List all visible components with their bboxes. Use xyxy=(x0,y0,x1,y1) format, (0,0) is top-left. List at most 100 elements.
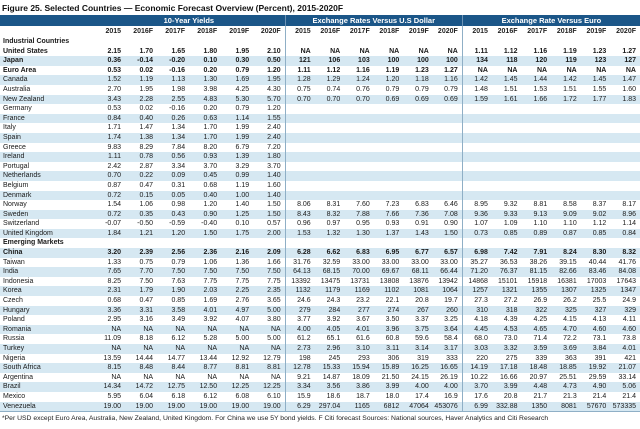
value-cell: 0.69 xyxy=(403,94,433,105)
value-cell: 8.20 xyxy=(203,143,218,151)
value-cell: 1.07 xyxy=(461,219,492,229)
value-cell xyxy=(491,113,522,124)
value-cell: NA xyxy=(239,373,250,381)
value-cell: 82.66 xyxy=(551,267,581,277)
value-cell xyxy=(610,113,640,124)
value-cell: 1.50 xyxy=(267,201,281,209)
value-cell: 21.4 xyxy=(592,392,607,400)
value-cell xyxy=(610,132,640,143)
table-row: Romania NA NA NA NA NA NA 4.00 4.05 4.01 3.96 3.75 3… xyxy=(0,324,640,335)
value-cell xyxy=(610,143,640,153)
country-cell: Mexico xyxy=(3,392,26,400)
value-cell: 0.26 xyxy=(157,113,190,124)
value-cell: 1.12 xyxy=(326,66,341,74)
value-cell: 0.97 xyxy=(326,220,341,228)
value-cell: 421 xyxy=(624,354,636,362)
value-cell: -0.14 xyxy=(125,56,158,66)
value-cell: NA xyxy=(143,373,154,381)
value-cell: NA xyxy=(207,373,218,381)
value-cell: NA xyxy=(330,47,341,55)
value-cell: 1325 xyxy=(580,286,611,297)
table-row: South Africa 8.15 8.48 8.44 8.77 8.81 8.81 12.7… xyxy=(0,363,640,373)
value-cell: 2.28 xyxy=(125,94,158,105)
empty-cell xyxy=(253,238,285,248)
value-cell: 318 xyxy=(491,305,522,316)
table-row: Argentina NA NA NA NA NA NA 9.21 14.87 18.09 21.50… xyxy=(0,372,640,383)
value-cell: 0.90 xyxy=(444,220,458,228)
value-cell: 13475 xyxy=(320,277,341,285)
value-cell xyxy=(344,162,374,172)
country-cell: Greece xyxy=(3,143,26,151)
value-cell: 2.15 xyxy=(107,47,122,55)
value-cell xyxy=(344,181,374,191)
value-cell: 19.92 xyxy=(580,363,611,373)
table-row: Norway 1.54 1.06 0.98 1.20 1.40 1.50 8.06 8.31 7.… xyxy=(0,200,640,210)
value-cell: 8.24 xyxy=(551,248,581,258)
value-cell: 5.06 xyxy=(610,382,640,392)
value-cell: 6.57 xyxy=(432,248,463,258)
value-cell: 25.51 xyxy=(559,373,577,381)
value-cell: 5.28 xyxy=(203,335,218,343)
value-cell: 0.69 xyxy=(432,94,463,105)
value-cell: 2.70 xyxy=(107,85,122,93)
value-cell: 0.84 xyxy=(93,113,126,124)
value-cell: 1081 xyxy=(403,286,433,297)
value-cell: 327 xyxy=(580,305,611,316)
value-cell: 7.63 xyxy=(171,277,186,285)
value-cell: 60.8 xyxy=(385,335,400,343)
value-cell: 3.99 xyxy=(491,382,522,392)
value-cell xyxy=(373,132,404,143)
table-row: Ireland 1.11 0.78 0.56 0.93 1.39 1.80 xyxy=(0,152,640,162)
value-cell: 20.8 xyxy=(415,297,429,305)
value-cell: 1.18 xyxy=(403,75,433,85)
value-cell: 0.79 xyxy=(235,105,250,113)
table-row: Indonesia 8.25 7.50 7.63 7.75 7.75 7.75 13392 13… xyxy=(0,276,640,287)
value-cell: 13.44 xyxy=(199,354,218,362)
value-cell: 1.14 xyxy=(622,220,636,228)
country-cell: Norway xyxy=(3,201,27,209)
value-cell: 1.43 xyxy=(403,228,433,239)
value-cell: 4.45 xyxy=(461,324,492,335)
value-cell: 4.01 xyxy=(344,324,374,335)
value-cell: 0.93 xyxy=(189,152,222,162)
value-cell: 4.25 xyxy=(533,316,548,324)
value-cell: 1.40 xyxy=(253,190,286,201)
value-cell: 14.44 xyxy=(135,354,154,362)
value-cell: 3.92 xyxy=(326,316,341,324)
value-cell: 0.63 xyxy=(189,113,222,124)
value-cell: 7.50 xyxy=(139,277,154,285)
value-cell: 1.42 xyxy=(461,75,492,85)
value-cell: 4.07 xyxy=(235,316,250,324)
value-cell: 18.85 xyxy=(551,363,581,373)
value-cell: 363 xyxy=(565,354,577,362)
value-cell: -0.16 xyxy=(169,105,186,113)
value-cell: 1.40 xyxy=(253,171,286,181)
value-cell: 69.67 xyxy=(373,267,404,277)
value-cell: 4.30 xyxy=(267,85,281,93)
value-cell: 1.29 xyxy=(314,75,345,85)
value-cell: 1.23 xyxy=(415,66,429,74)
value-cell: 3.98 xyxy=(203,85,218,93)
value-cell: 2.55 xyxy=(157,94,190,105)
value-cell xyxy=(374,123,404,133)
value-cell: 3.03 xyxy=(461,344,492,354)
value-cell: 7.42 xyxy=(491,248,522,258)
value-cell: 3.99 xyxy=(373,382,404,392)
value-cell: 18.48 xyxy=(521,363,552,373)
value-cell: 41.76 xyxy=(618,258,636,266)
value-cell: 16.25 xyxy=(403,363,433,373)
value-cell: 40.44 xyxy=(588,258,607,266)
value-cell: 2.10 xyxy=(267,47,281,55)
country-cell: Brazil xyxy=(0,382,94,392)
value-cell: 0.70 xyxy=(93,171,126,181)
value-cell: 0.40 xyxy=(125,113,158,124)
value-cell: 1.45 xyxy=(491,75,522,85)
value-cell: 1132 xyxy=(284,286,315,297)
value-cell: 3.75 xyxy=(403,324,433,335)
value-cell: 3.11 xyxy=(373,344,404,354)
value-cell: 8.18 xyxy=(139,335,154,343)
empty-cell xyxy=(492,37,522,47)
value-cell: 1.28 xyxy=(284,75,315,85)
value-cell: 6812 xyxy=(373,401,404,412)
table-row: United States 2.15 1.70 1.65 1.80 1.95 2.10 NA N… xyxy=(0,46,640,57)
